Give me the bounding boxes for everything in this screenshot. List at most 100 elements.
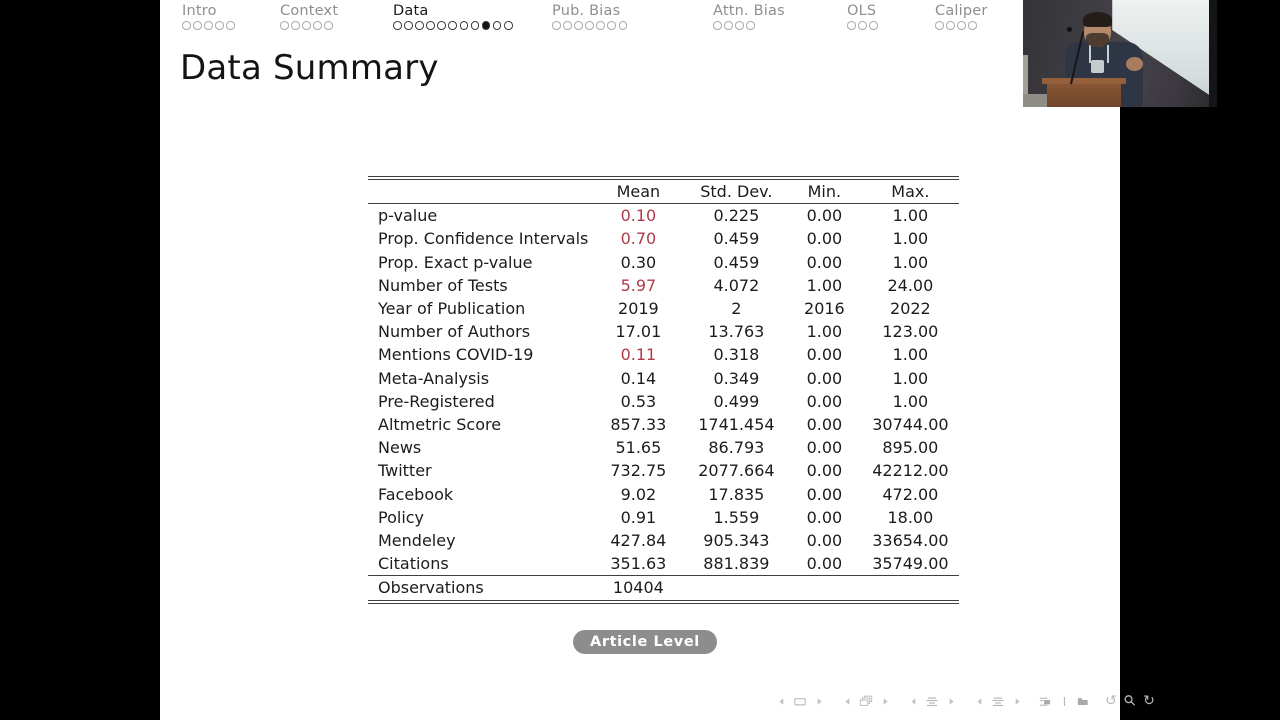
slide-dot[interactable] bbox=[552, 21, 561, 30]
observations-label: Observations bbox=[368, 575, 592, 604]
nav-section-context[interactable]: Context bbox=[280, 3, 338, 30]
nav-section-attn-bias[interactable]: Attn. Bias bbox=[713, 3, 785, 30]
history-back-icon[interactable]: ↺ bbox=[1105, 693, 1117, 709]
next-slide-icon[interactable] bbox=[812, 694, 826, 708]
slide-dot[interactable] bbox=[302, 21, 311, 30]
next-section-icon[interactable] bbox=[1010, 694, 1024, 708]
row-label: Prop. Confidence Intervals bbox=[378, 229, 589, 249]
slide-dot[interactable] bbox=[459, 21, 469, 30]
nav-section-caliper[interactable]: Caliper bbox=[935, 3, 988, 30]
nav-section-dots bbox=[847, 21, 878, 30]
subsection-icon[interactable] bbox=[925, 694, 939, 708]
table-row: Pre-Registered 0.53 0.499 0.00 1.00 bbox=[368, 390, 959, 413]
slide-dot[interactable] bbox=[193, 21, 202, 30]
slide-dot[interactable] bbox=[618, 21, 628, 30]
min-value: 0.00 bbox=[806, 554, 843, 574]
nav-section-dots bbox=[393, 21, 513, 30]
mean-value: 427.84 bbox=[610, 531, 667, 551]
std-dev-value: 0.318 bbox=[713, 345, 760, 365]
slide-dot[interactable] bbox=[563, 21, 572, 30]
slide-dot[interactable] bbox=[324, 21, 333, 30]
slide-dot[interactable] bbox=[607, 21, 617, 30]
slide-dot[interactable] bbox=[957, 21, 966, 30]
prev-subsection-icon[interactable] bbox=[906, 694, 920, 708]
slide-dot[interactable] bbox=[492, 21, 502, 30]
slide-dot[interactable] bbox=[869, 21, 878, 30]
nav-section-intro[interactable]: Intro bbox=[182, 3, 235, 30]
presenter-beard bbox=[1086, 33, 1109, 47]
slide-dot[interactable] bbox=[735, 21, 744, 30]
mean-value: 0.14 bbox=[620, 368, 657, 388]
slide-dot[interactable] bbox=[448, 21, 458, 30]
mean-value: 9.02 bbox=[620, 484, 657, 504]
slide-dot[interactable] bbox=[313, 21, 322, 30]
max-value: 123.00 bbox=[882, 322, 939, 342]
slide-dot[interactable] bbox=[182, 21, 191, 30]
slide-dot[interactable] bbox=[204, 21, 213, 30]
prev-slide-icon[interactable] bbox=[774, 694, 788, 708]
slide-dot[interactable] bbox=[470, 21, 480, 30]
next-subsection-icon[interactable] bbox=[944, 694, 958, 708]
row-label: Year of Publication bbox=[378, 299, 526, 319]
slide-dot[interactable] bbox=[437, 21, 446, 30]
slide-dot[interactable] bbox=[393, 21, 402, 30]
column-header: Mean bbox=[591, 178, 686, 205]
slide-dot[interactable] bbox=[215, 21, 224, 30]
table-row: p-value 0.10 0.225 0.00 1.00 bbox=[368, 204, 959, 228]
nav-section-ols[interactable]: OLS bbox=[847, 3, 878, 30]
slide-dot[interactable] bbox=[713, 21, 722, 30]
beamer-navigation-bar: ↺ ↻ bbox=[774, 694, 1156, 708]
max-value: 1.00 bbox=[892, 229, 929, 249]
min-value: 1.00 bbox=[806, 275, 843, 295]
mean-value: 0.10 bbox=[620, 206, 657, 226]
slide-dot[interactable] bbox=[291, 21, 300, 30]
slide-dot[interactable] bbox=[968, 21, 977, 30]
presenter-badge bbox=[1091, 60, 1104, 73]
current-slide-dot[interactable] bbox=[481, 21, 491, 30]
slide-dot[interactable] bbox=[503, 21, 513, 30]
nav-section-data[interactable]: Data bbox=[393, 3, 513, 30]
nav-section-pub-bias[interactable]: Pub. Bias bbox=[552, 3, 628, 30]
slide-dot[interactable] bbox=[724, 21, 733, 30]
search-icon[interactable] bbox=[1123, 694, 1137, 708]
prev-frame-icon[interactable] bbox=[840, 694, 854, 708]
slide-dot[interactable] bbox=[858, 21, 867, 30]
frames-icon[interactable] bbox=[859, 694, 873, 708]
slide-dot[interactable] bbox=[596, 21, 605, 30]
slide-dot[interactable] bbox=[426, 21, 435, 30]
slide-dot[interactable] bbox=[935, 21, 944, 30]
prev-section-icon[interactable] bbox=[972, 694, 986, 708]
appendix-icon[interactable] bbox=[1038, 694, 1052, 708]
back-matter-icon[interactable] bbox=[1076, 694, 1090, 708]
max-value: 472.00 bbox=[882, 484, 939, 504]
std-dev-value: 4.072 bbox=[713, 275, 760, 295]
min-value: 0.00 bbox=[806, 391, 843, 411]
slide-dot[interactable] bbox=[415, 21, 424, 30]
slide-dot[interactable] bbox=[226, 21, 235, 30]
microphone-icon bbox=[1067, 27, 1072, 32]
slide-icon[interactable] bbox=[793, 694, 807, 708]
table-row: Meta-Analysis 0.14 0.349 0.00 1.00 bbox=[368, 367, 959, 390]
slide-dot[interactable] bbox=[946, 21, 955, 30]
std-dev-value: 2077.664 bbox=[698, 461, 775, 481]
min-value: 0.00 bbox=[806, 368, 843, 388]
slide-dot[interactable] bbox=[574, 21, 583, 30]
beamer-nav-group bbox=[774, 694, 826, 708]
min-value: 0.00 bbox=[806, 484, 843, 504]
slide-dot[interactable] bbox=[280, 21, 289, 30]
history-forward-icon[interactable]: ↻ bbox=[1143, 693, 1155, 709]
section-icon[interactable] bbox=[991, 694, 1005, 708]
article-level-button[interactable]: Article Level bbox=[573, 630, 717, 654]
table-row: Prop. Exact p-value 0.30 0.459 0.00 1.00 bbox=[368, 251, 959, 274]
slide-dot[interactable] bbox=[404, 21, 413, 30]
slide-dot[interactable] bbox=[746, 21, 755, 30]
std-dev-value: 0.459 bbox=[713, 229, 760, 249]
row-label: Prop. Exact p-value bbox=[378, 252, 533, 272]
column-header: Max. bbox=[861, 178, 960, 205]
next-frame-icon[interactable] bbox=[878, 694, 892, 708]
std-dev-value: 0.349 bbox=[713, 368, 760, 388]
dark-wall-edge bbox=[1209, 0, 1217, 107]
slide-dot[interactable] bbox=[847, 21, 856, 30]
presenter-hand bbox=[1126, 57, 1143, 71]
slide-dot[interactable] bbox=[585, 21, 594, 30]
